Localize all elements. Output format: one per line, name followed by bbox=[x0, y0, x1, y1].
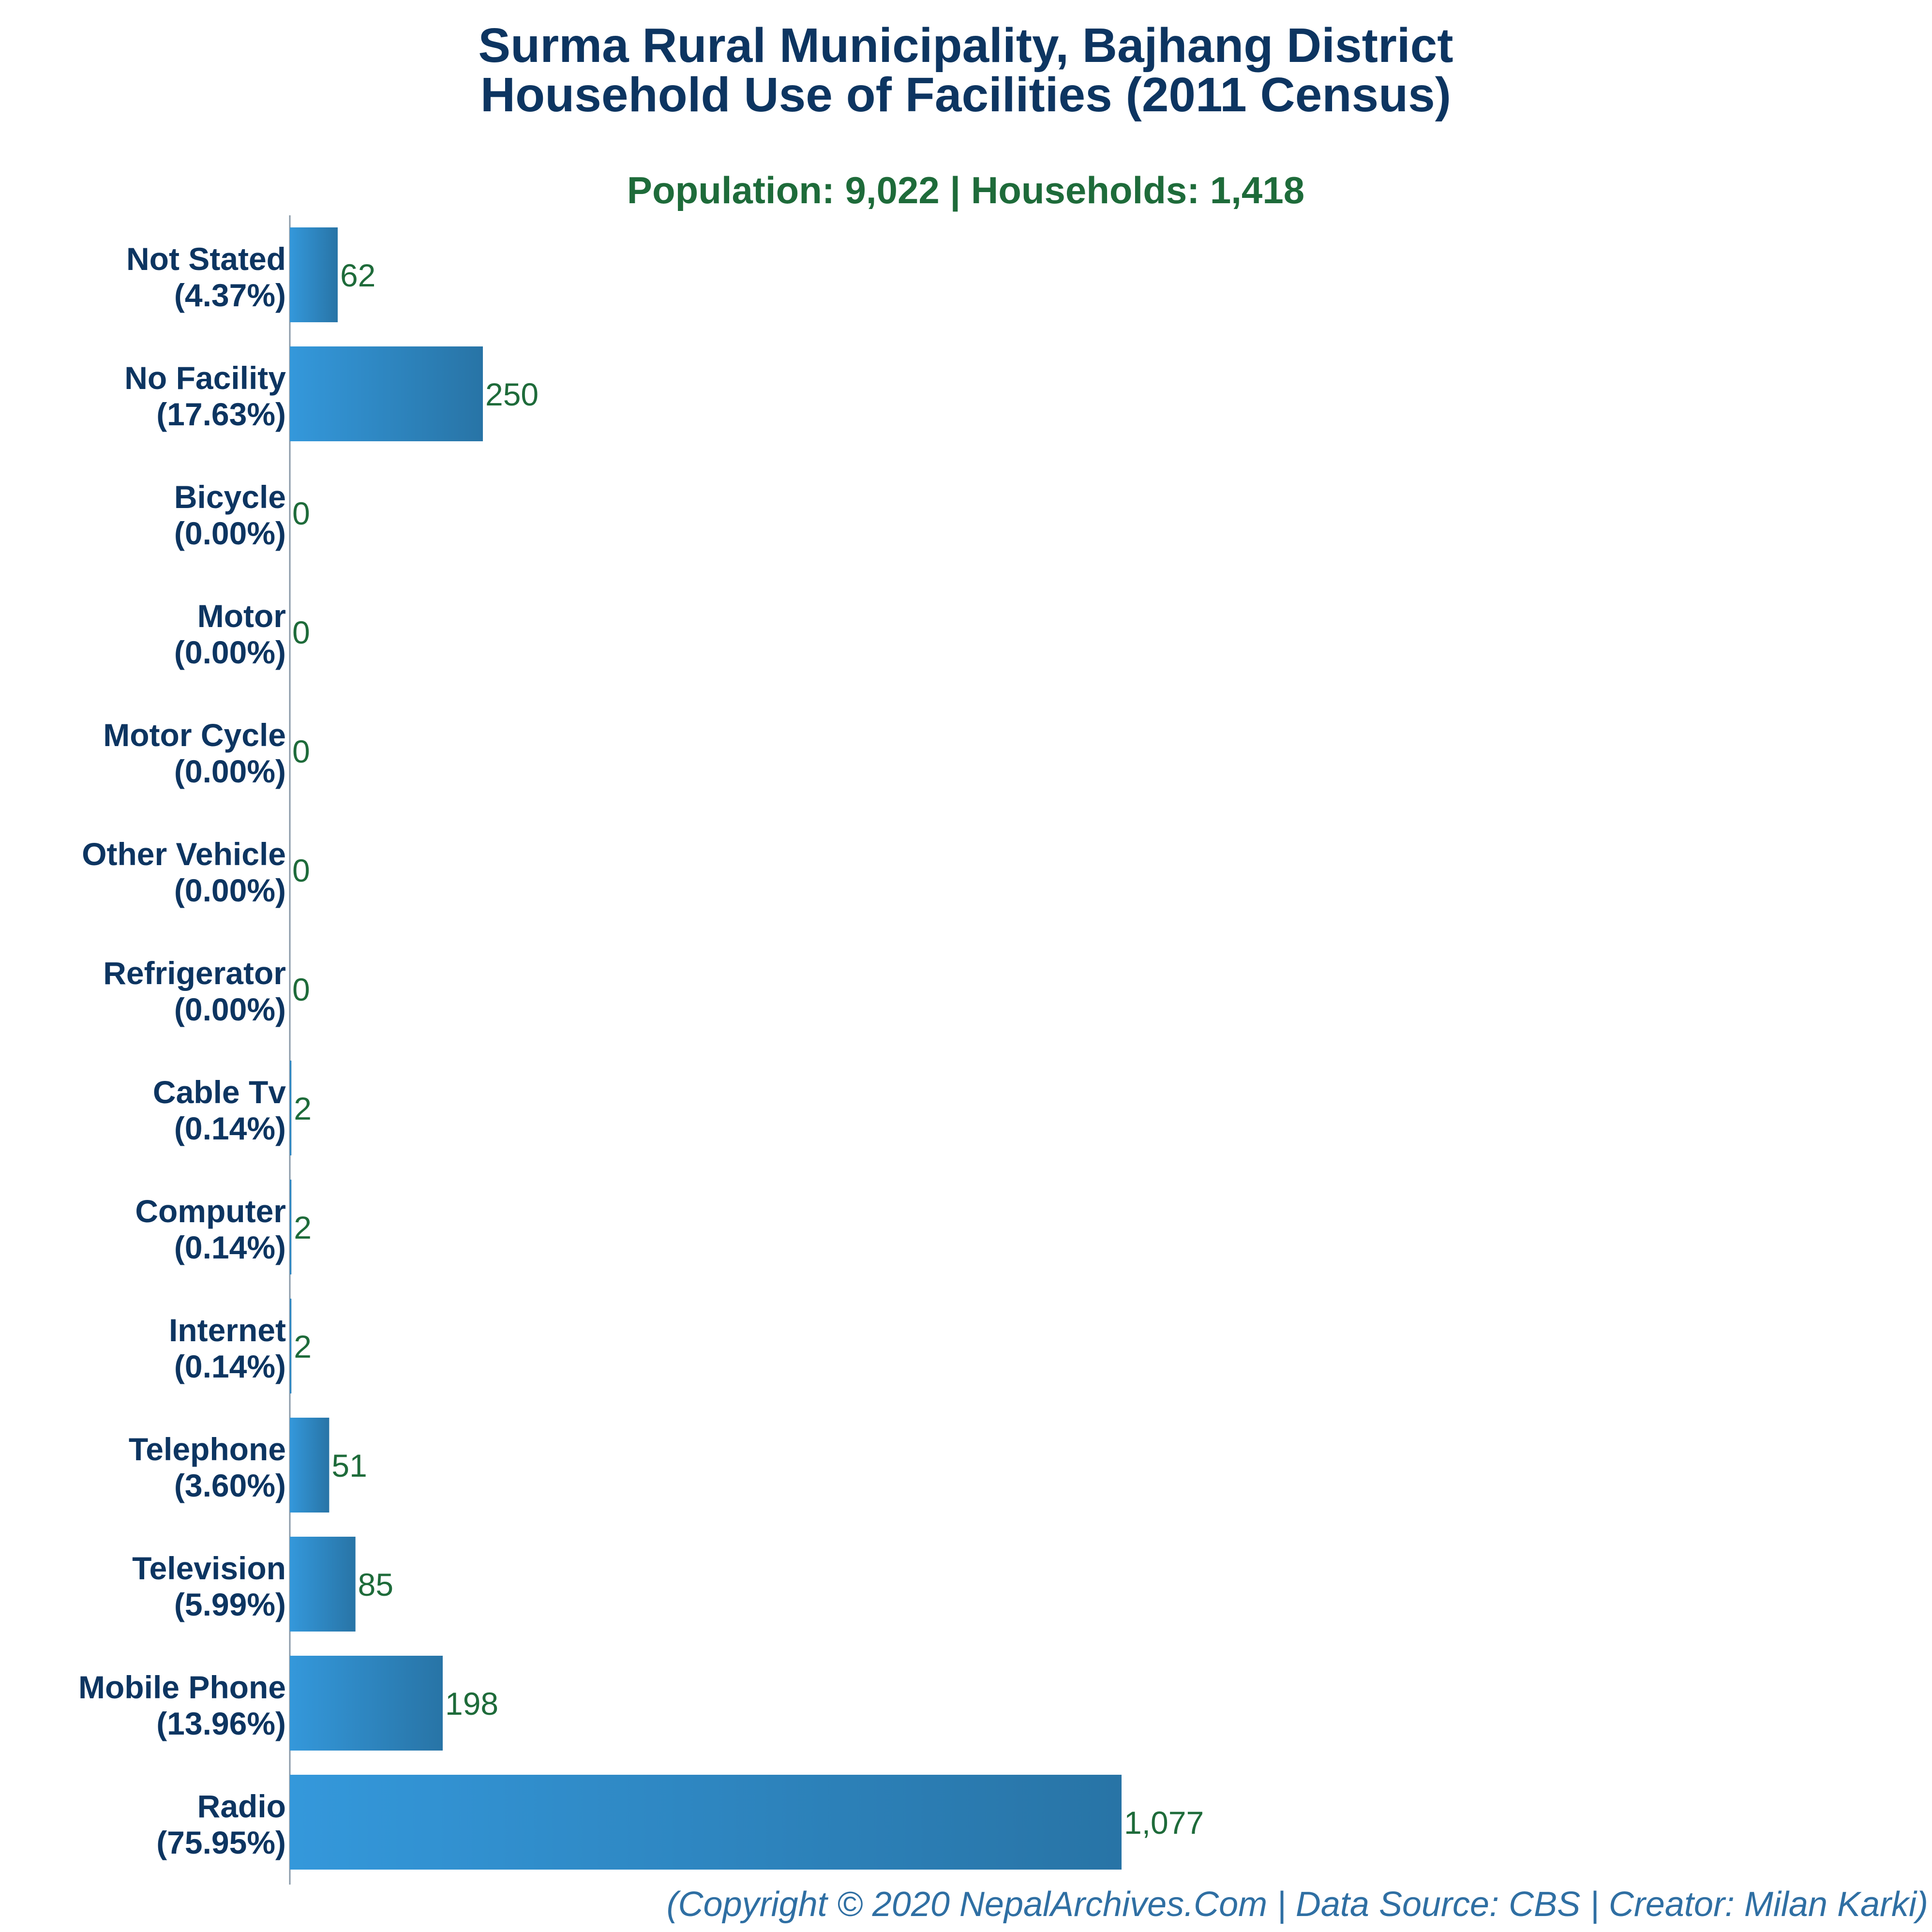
bar-computer bbox=[290, 1180, 292, 1274]
chart-title-line1: Surma Rural Municipality, Bajhang Distri… bbox=[478, 18, 1453, 73]
category-label: Motor bbox=[197, 598, 286, 634]
bar-telephone bbox=[290, 1418, 329, 1513]
value-label: 0 bbox=[292, 734, 310, 769]
category-percent-label: (4.37%) bbox=[174, 277, 286, 313]
bar-internet bbox=[290, 1299, 292, 1393]
value-label: 51 bbox=[331, 1448, 367, 1483]
value-label: 250 bbox=[485, 376, 539, 412]
value-label: 0 bbox=[292, 614, 310, 650]
value-label: 0 bbox=[292, 972, 310, 1007]
value-label: 0 bbox=[292, 853, 310, 888]
category-percent-label: (13.96%) bbox=[156, 1706, 286, 1741]
footer-credit: (Copyright © 2020 NepalArchives.Com | Da… bbox=[667, 1885, 1928, 1924]
bar-not-stated bbox=[290, 227, 338, 322]
value-label: 85 bbox=[358, 1567, 393, 1603]
bar-television bbox=[290, 1537, 356, 1632]
category-label: Refrigerator bbox=[103, 955, 286, 991]
category-percent-label: (5.99%) bbox=[174, 1587, 286, 1622]
chart-title-line2: Household Use of Facilities (2011 Census… bbox=[480, 68, 1451, 122]
category-percent-label: (0.00%) bbox=[174, 515, 286, 551]
value-label: 2 bbox=[294, 1210, 312, 1245]
bar-cable-tv bbox=[290, 1061, 292, 1155]
category-label: Computer bbox=[135, 1193, 286, 1229]
category-percent-label: (17.63%) bbox=[156, 396, 286, 432]
category-percent-label: (0.00%) bbox=[174, 991, 286, 1027]
value-label: 2 bbox=[294, 1329, 312, 1364]
category-label: Cable Tv bbox=[153, 1074, 286, 1110]
category-percent-label: (0.14%) bbox=[174, 1348, 286, 1384]
category-label: Radio bbox=[197, 1788, 286, 1824]
value-label: 62 bbox=[340, 257, 375, 293]
category-percent-label: (0.00%) bbox=[174, 872, 286, 908]
category-label: Television bbox=[132, 1550, 286, 1586]
category-percent-label: (75.95%) bbox=[156, 1825, 286, 1860]
category-percent-label: (3.60%) bbox=[174, 1468, 286, 1503]
category-label: Internet bbox=[169, 1312, 286, 1348]
value-label: 1,077 bbox=[1124, 1805, 1204, 1841]
category-percent-label: (0.00%) bbox=[174, 753, 286, 789]
value-label: 2 bbox=[294, 1091, 312, 1126]
category-label: Motor Cycle bbox=[103, 717, 286, 753]
category-label: Other Vehicle bbox=[82, 836, 286, 872]
category-label: Telephone bbox=[129, 1431, 286, 1467]
bar-mobile-phone bbox=[290, 1656, 443, 1751]
category-percent-label: (0.00%) bbox=[174, 634, 286, 670]
value-label: 0 bbox=[292, 495, 310, 531]
category-label: Mobile Phone bbox=[78, 1669, 286, 1705]
category-label: Bicycle bbox=[174, 479, 286, 515]
bar-radio bbox=[290, 1775, 1122, 1870]
category-percent-label: (0.14%) bbox=[174, 1229, 286, 1265]
chart-subtitle: Population: 9,022 | Households: 1,418 bbox=[627, 169, 1304, 211]
category-label: Not Stated bbox=[126, 241, 286, 277]
category-percent-label: (0.14%) bbox=[174, 1110, 286, 1146]
bar-no-facility bbox=[290, 346, 483, 441]
category-label: No Facility bbox=[124, 360, 286, 396]
value-label: 198 bbox=[445, 1686, 498, 1722]
